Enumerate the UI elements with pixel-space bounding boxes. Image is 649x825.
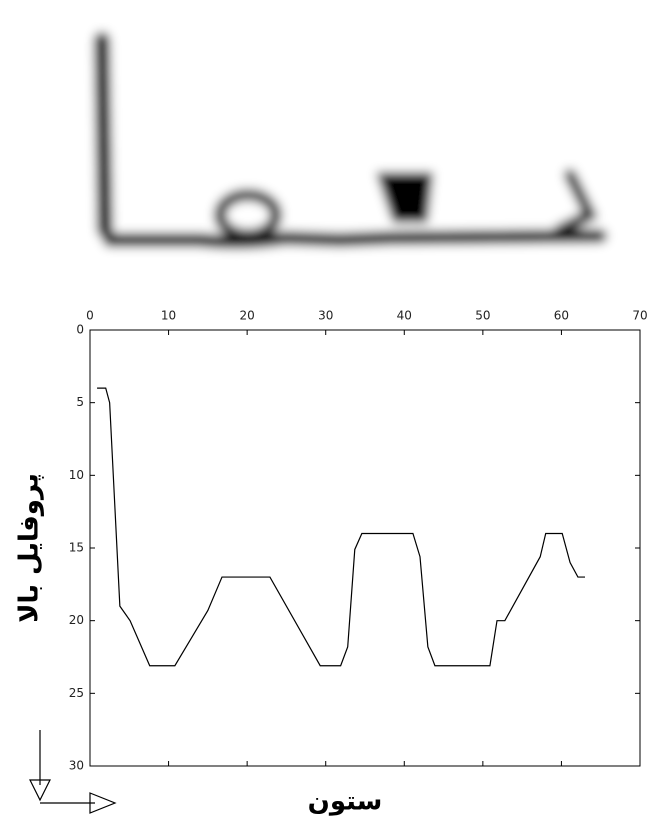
x-tick-label: 70 [632,309,647,323]
y-tick-label: 15 [69,541,84,555]
y-tick-label: 30 [69,759,84,773]
x-tick-label: 40 [397,309,412,323]
y-tick-label: 0 [76,323,84,337]
blurred-word-image [88,10,618,275]
y-axis-label: پروفایل بالا [15,473,45,623]
x-tick-label: 0 [86,309,94,323]
x-tick-label: 50 [475,309,490,323]
plot-frame [90,330,640,766]
y-tick-label: 10 [69,468,84,482]
y-tick-label: 5 [76,395,84,409]
data-line [97,388,585,666]
x-tick-label: 60 [554,309,569,323]
y-tick-label: 20 [69,613,84,627]
plot: 0 10 20 30 40 50 60 70 0 5 10 15 20 25 30 [69,309,648,773]
page: 0 10 20 30 40 50 60 70 0 5 10 15 20 25 30 ستون پروفایل… [0,0,649,825]
x-tick-label: 30 [318,309,333,323]
y-tick-label: 25 [69,686,84,700]
x-axis-label: ستون [308,787,383,817]
x-tick-label: 20 [240,309,255,323]
x-tick-label: 10 [161,309,176,323]
